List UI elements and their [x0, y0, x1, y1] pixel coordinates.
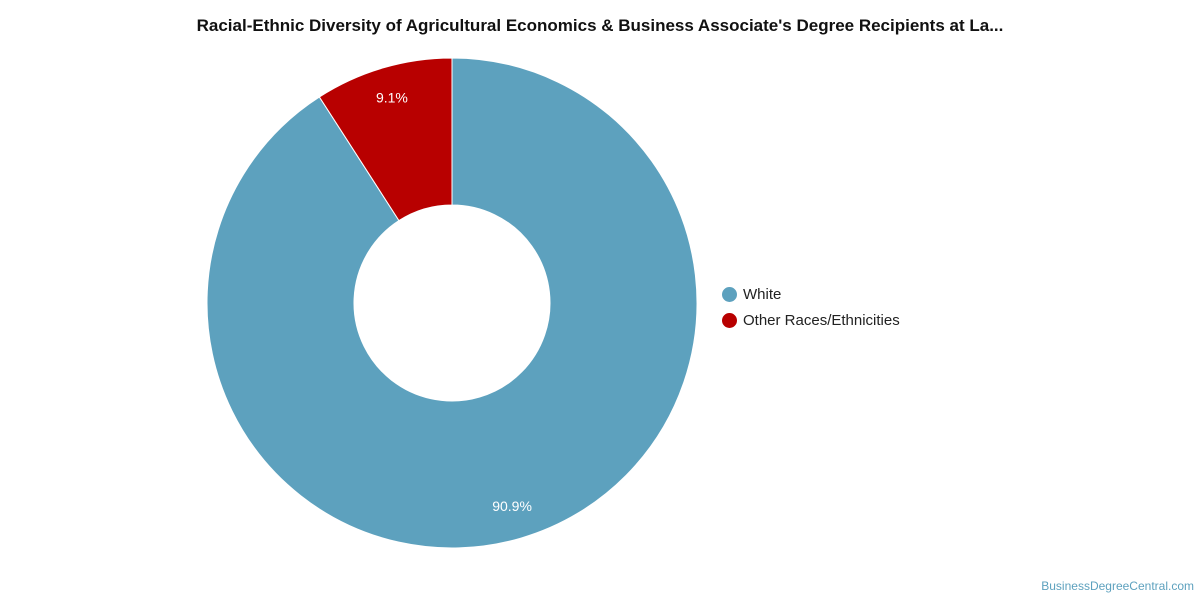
legend-label-white: White	[743, 285, 782, 303]
slice-label-other-races-ethnicities: 9.1%	[376, 89, 408, 105]
legend-swatch-other-races	[722, 312, 737, 328]
slice-label-white: 90.9%	[492, 498, 532, 514]
slice-other-races-ethnicities[interactable]	[318, 57, 453, 222]
slice-white[interactable]	[206, 57, 698, 549]
legend-label-other-races: Other Races/Ethnicities	[743, 311, 900, 329]
legend-swatch-white	[722, 286, 737, 302]
legend-item-white[interactable]: White	[722, 281, 900, 307]
chart-legend: White Other Races/Ethnicities	[722, 281, 900, 333]
chart-title: Racial-Ethnic Diversity of Agricultural …	[196, 16, 1004, 35]
site-watermark[interactable]: BusinessDegreeCentral.com	[1041, 579, 1194, 593]
legend-item-other-races[interactable]: Other Races/Ethnicities	[722, 307, 900, 333]
